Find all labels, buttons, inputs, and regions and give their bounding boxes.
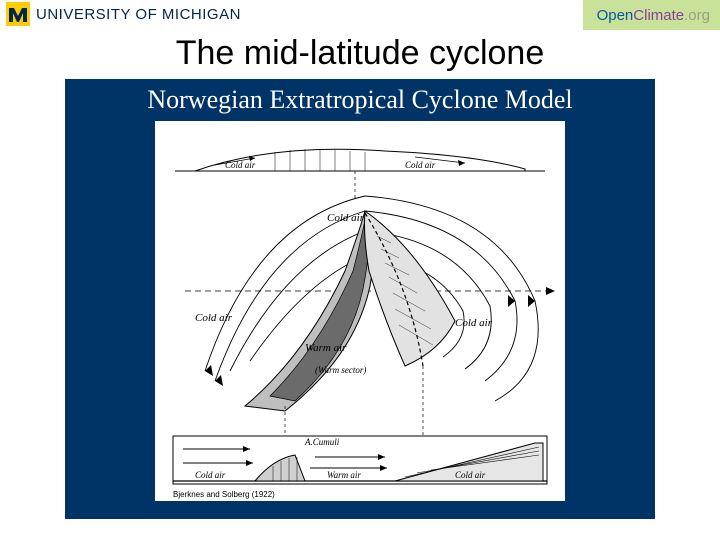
oc-climate: Climate — [633, 7, 684, 24]
label-cold-air: Cold air — [405, 160, 436, 170]
diagram-credit: Bjerknes and Solberg (1922) — [173, 490, 275, 499]
oc-org: .org — [684, 7, 710, 24]
michigan-m-icon — [6, 2, 30, 26]
slide-title: The mid-latitude cyclone — [0, 34, 720, 73]
label-warm-air: Warm air — [327, 470, 361, 480]
label-cold-air: Cold air — [455, 317, 493, 329]
label-cold-air: Cold air — [195, 312, 233, 324]
label-warm-air: Warm air — [305, 342, 347, 354]
label-acumuli: A.Cumuli — [304, 437, 340, 447]
content-panel: Norwegian Extratropical Cyclone Model — [65, 79, 655, 519]
label-cold-air: Cold air — [455, 470, 486, 480]
label-cold-air: Cold air — [195, 470, 226, 480]
openclimate-badge: OpenClimate.org — [583, 0, 720, 30]
top-cross-section: Cold air Cold air — [175, 149, 545, 198]
label-cold-air: Cold air — [327, 212, 365, 224]
university-name: UNIVERSITY OF MICHIGAN — [36, 6, 241, 23]
label-warm-sector: (Warm sector) — [315, 365, 366, 375]
label-cold-air: Cold air — [225, 160, 256, 170]
header: UNIVERSITY OF MICHIGAN OpenClimate.org — [0, 0, 720, 30]
cyclone-diagram: Cold air Cold air — [155, 121, 565, 501]
oc-open: Open — [597, 7, 634, 24]
panel-subtitle: Norwegian Extratropical Cyclone Model — [65, 79, 655, 115]
bottom-cross-section: A.Cumuli — [173, 436, 547, 484]
university-logo: UNIVERSITY OF MICHIGAN — [6, 2, 241, 26]
plan-view: Cold air Cold air Cold air Warm air (War… — [185, 196, 555, 436]
slide: UNIVERSITY OF MICHIGAN OpenClimate.org T… — [0, 0, 720, 540]
